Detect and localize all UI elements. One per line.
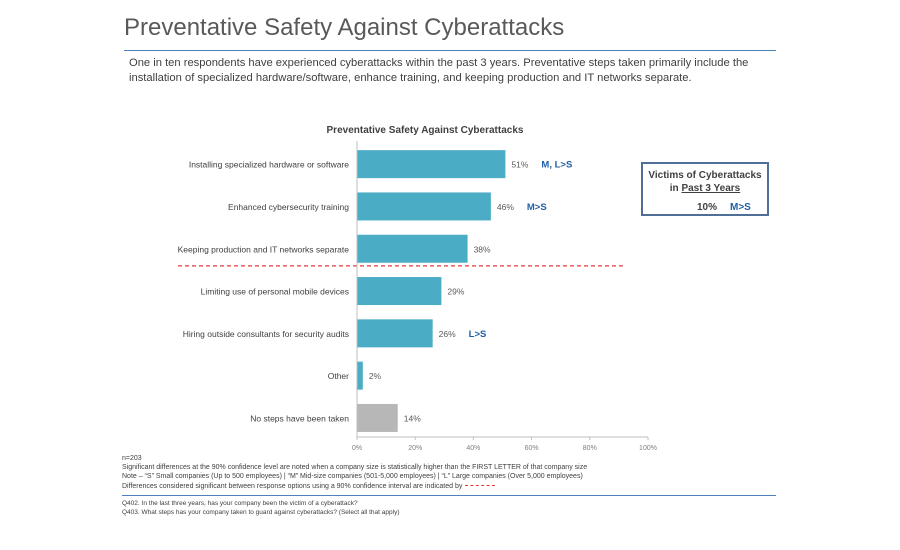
victims-title-prefix: in (669, 183, 682, 194)
note-line-2: Note – “S” Small companies (Up to 500 em… (122, 473, 583, 481)
survey-questions: Q402. In the last three years, has your … (122, 499, 399, 517)
significance-label-1: M, L>S (541, 160, 572, 171)
victims-callout: Victims of Cyberattacks in Past 3 Years … (641, 162, 769, 216)
dashed-line-legend (465, 485, 496, 487)
value-label-6: 2% (369, 371, 382, 381)
category-label-7: No steps have been taken (250, 413, 349, 423)
bar-6 (357, 361, 363, 390)
question-q402: Q402. In the last three years, has your … (122, 500, 358, 507)
bar-2 (357, 192, 491, 221)
note-line-1: Significant differences at the 90% confi… (122, 464, 588, 472)
title-divider (124, 50, 776, 51)
value-label-3: 38% (474, 244, 491, 254)
victims-significance: M>S (730, 202, 751, 213)
category-label-1: Installing specialized hardware or softw… (189, 160, 349, 170)
significance-label-5: L>S (469, 329, 487, 340)
x-tick-label-60: 60% (525, 445, 539, 452)
note-line-3: Differences considered significant betwe… (122, 482, 463, 490)
value-label-2: 46% (497, 202, 514, 212)
bar-3 (357, 234, 468, 263)
victims-title-underlined: Past 3 Years (681, 183, 741, 194)
sample-size: n=203 (122, 455, 142, 462)
value-label-1: 51% (511, 160, 528, 170)
x-tick-label-20: 20% (408, 445, 422, 452)
victims-title: Victims of Cyberattacks in Past 3 Years (643, 169, 767, 195)
summary-text: One in ten respondents have experienced … (129, 57, 749, 84)
x-tick-label-80: 80% (583, 445, 597, 452)
x-tick-label-0: 0% (352, 445, 362, 452)
category-label-5: Hiring outside consultants for security … (183, 329, 349, 339)
bar-1 (357, 150, 506, 179)
victims-title-line1: Victims of Cyberattacks (648, 170, 762, 181)
page-title: Preventative Safety Against Cyberattacks (124, 14, 565, 41)
chart-title: Preventative Safety Against Cyberattacks (327, 125, 524, 136)
victims-value: 10% (697, 202, 718, 213)
category-label-3: Keeping production and IT networks separ… (178, 244, 350, 254)
bar-5 (357, 319, 433, 348)
footnotes: n=203 Significant differences at the 90%… (122, 454, 587, 491)
value-label-4: 29% (447, 287, 464, 297)
category-label-2: Enhanced cybersecurity training (228, 202, 349, 212)
bar-7 (357, 403, 398, 432)
value-label-7: 14% (404, 413, 421, 423)
x-tick-label-100: 100% (639, 445, 657, 452)
value-label-5: 26% (439, 329, 456, 339)
footer-divider (122, 495, 776, 496)
question-q403: Q403. What steps has your company taken … (122, 509, 400, 516)
category-label-4: Limiting use of personal mobile devices (201, 287, 349, 297)
x-tick-label-40: 40% (466, 445, 480, 452)
category-label-6: Other (328, 371, 349, 381)
significance-label-2: M>S (527, 202, 547, 213)
bar-4 (357, 277, 442, 306)
